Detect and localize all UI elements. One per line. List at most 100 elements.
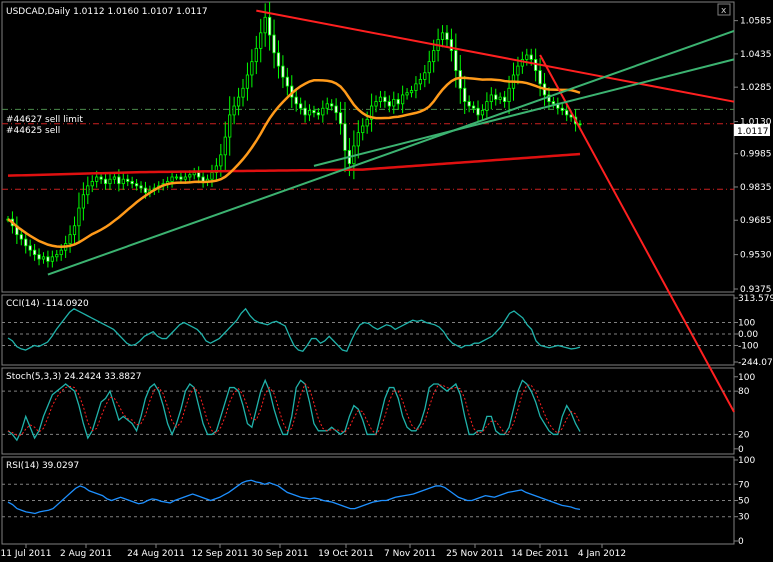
main-y-tick-label: 1.0585 (740, 17, 772, 27)
ma-slow-line (7, 152, 581, 177)
candle-body (520, 59, 524, 67)
x-axis: 11 Jul 2011 2 Aug 2011 24 Aug 2011 12 Sep 2… (1, 544, 626, 559)
candle-body (170, 176, 174, 182)
main-y-tick-label: 1.0130 (740, 118, 772, 128)
candle-body (55, 254, 59, 258)
cci-label: CCI(14) -114.0920 (6, 299, 89, 309)
candle-body (529, 54, 533, 60)
x-tick-label: 24 Aug 2011 (127, 549, 185, 559)
x-tick-label: 14 Dec 2011 (511, 549, 569, 559)
candle-body (312, 110, 316, 114)
candle-body (121, 178, 125, 185)
cci-y-tick-label: -100 (738, 341, 759, 351)
main-y-tick-label: 1.0285 (740, 83, 772, 93)
rsi-label: RSI(14) 39.0297 (6, 461, 79, 471)
main-price-panel: 1.0585 1.0435 1.0285 1.0130 0.9985 0.9835 0.96… (2, 1, 772, 413)
ma-fast-line (7, 76, 581, 249)
stoch-signal-line (7, 383, 581, 436)
stoch-y-tick-label: 80 (738, 387, 750, 397)
candle-body (28, 245, 32, 251)
candle-body (263, 16, 267, 34)
candle-body (303, 107, 307, 116)
candle-body (454, 50, 458, 71)
candle-body (365, 118, 369, 127)
candle-body (192, 172, 196, 176)
x-tick-label: 12 Sep 2011 (191, 549, 248, 559)
candle-body (245, 74, 250, 89)
rsi-panel: 100 70 50 30 0 (2, 456, 755, 547)
candle-body (143, 187, 148, 193)
close-icon: x (721, 6, 727, 16)
main-y-tick-label: 0.9375 (740, 285, 772, 295)
rsi-y-tick-label: 30 (738, 513, 750, 523)
stoch-line (7, 378, 581, 442)
candle-body (50, 256, 54, 262)
candle-body (183, 176, 187, 180)
symbol-header: USDCAD,Daily 1.0112 1.0160 1.0107 1.0117 (6, 7, 208, 17)
cci-line (7, 307, 581, 352)
candle-body (77, 207, 81, 227)
candle-body (236, 96, 241, 107)
trendline-upper-red (256, 9, 735, 103)
x-tick-label: 2 Aug 2011 (60, 549, 112, 559)
candle-body (538, 70, 542, 85)
candle-body (489, 94, 493, 102)
main-y-tick-label: 0.9685 (740, 216, 772, 226)
rsi-y-tick-label: 0 (738, 537, 744, 547)
candle-body (99, 176, 103, 180)
candle-body (551, 101, 555, 105)
main-panel-frame (1, 1, 735, 293)
candle-body (432, 50, 436, 63)
cci-y-tick-label: 0.00 (738, 330, 758, 340)
candle-body (418, 79, 422, 85)
candle-body (68, 234, 72, 244)
close-button[interactable]: x (717, 3, 731, 16)
candle-body (387, 101, 391, 107)
current-price-label: 1.0117 (737, 127, 769, 137)
candle-body (427, 61, 431, 74)
candle-body (338, 112, 343, 125)
candle-body (86, 185, 90, 196)
x-tick-label: 25 Nov 2011 (446, 549, 504, 559)
candle-body (378, 96, 383, 102)
candle-body (130, 181, 134, 185)
candle-body (219, 154, 223, 167)
rsi-y-tick-label: 70 (738, 480, 750, 490)
stoch-panel: 100 80 20 0 (2, 373, 755, 455)
main-y-tick-label: 0.9985 (740, 150, 772, 160)
candle-body (281, 65, 285, 78)
stoch-y-tick-label: 20 (738, 430, 750, 440)
candle-body (401, 94, 405, 105)
candle-body (485, 101, 489, 111)
candle-body (285, 76, 289, 87)
main-y-tick-label: 0.9835 (740, 183, 772, 193)
candle-body (81, 194, 85, 209)
candle-body (405, 92, 409, 96)
main-y-tick-label: 1.0435 (740, 50, 772, 60)
candle-body (507, 87, 511, 102)
candle-body (343, 123, 347, 151)
candle-body (174, 176, 179, 179)
candle-body (268, 16, 272, 36)
candle-body (321, 107, 325, 116)
candle-body (134, 183, 139, 187)
candle-body (467, 101, 471, 107)
candle-body (294, 96, 298, 105)
candle-body (19, 234, 23, 240)
candle-body (33, 249, 37, 256)
rsi-y-tick-label: 100 (738, 456, 755, 466)
candle-body (210, 172, 214, 180)
candle-body (24, 238, 28, 247)
candle-body (197, 172, 201, 178)
candle-body (95, 176, 99, 182)
candle-body (383, 96, 387, 102)
trendline-channel-green (313, 58, 735, 167)
candle-body (276, 52, 281, 67)
cci-panel-frame (1, 294, 735, 366)
candle-body (503, 96, 507, 102)
candle-body (325, 103, 329, 109)
candle-body (449, 39, 454, 51)
candle-body (409, 90, 414, 94)
x-tick-label: 11 Jul 2011 (1, 549, 52, 559)
candle-body (463, 87, 467, 102)
